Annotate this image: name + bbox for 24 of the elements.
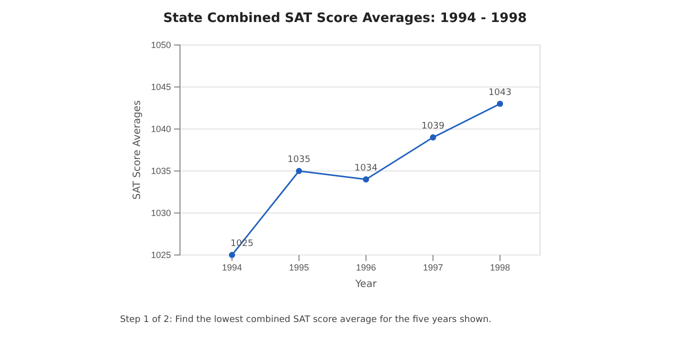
point [362, 176, 370, 182]
data-label: 1035 [288, 155, 310, 165]
x-tick-label: 1995 [288, 262, 310, 272]
y-tick-label: 1045 [150, 82, 171, 92]
point [496, 100, 504, 107]
x-axis-title: Year [354, 279, 378, 290]
point [228, 252, 236, 258]
data-label: 1034 [354, 163, 378, 174]
data-label: 1043 [488, 88, 512, 98]
x-tick-label: 1996 [356, 262, 376, 272]
y-tick-label: 1025 [150, 250, 171, 260]
y-axis-title: SAT Score Averages [132, 100, 143, 200]
point [296, 168, 302, 174]
y-tick-label: 1040 [150, 124, 171, 134]
chart-title: State Combined SAT Score Averages: 1994 - 1998 [163, 11, 527, 26]
y-tick-label: 1035 [150, 166, 171, 176]
text: Step 1 of 2: Find the lowest combined SAT score average for the five years shown. [120, 315, 492, 325]
x-tick-label: 1997 [422, 262, 444, 272]
x-tick-label: 1994 [222, 262, 242, 272]
data-label: 1039 [422, 121, 445, 132]
x-tick-label: 1998 [490, 262, 510, 272]
y-tick-label: 1050 [150, 40, 171, 50]
point [430, 134, 436, 140]
y-tick-label: 1030 [150, 208, 171, 218]
